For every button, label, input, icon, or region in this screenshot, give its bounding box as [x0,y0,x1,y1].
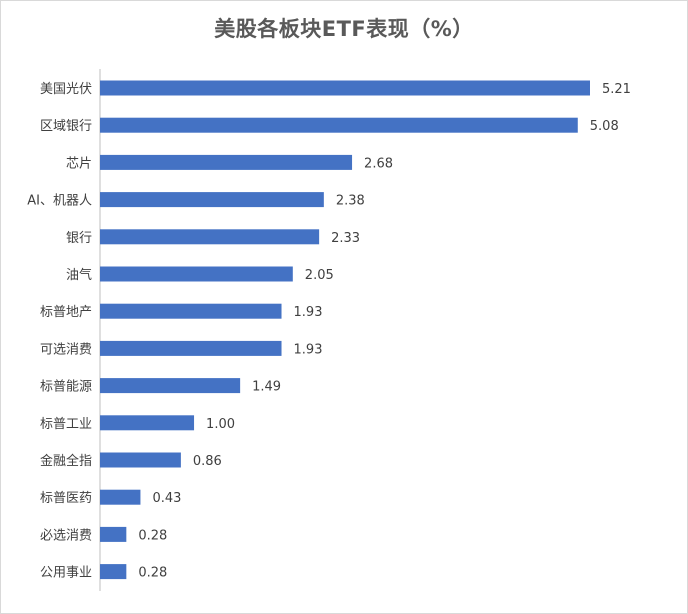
bar [100,452,181,468]
bar [100,80,590,96]
category-label: 金融全指 [40,453,92,469]
category-label: 标普医药 [40,491,92,506]
value-labels-group: 5.21 5.08 2.68 2.38 2.33 2.05 1.93 1.93 1.49 1.00… [138,82,631,581]
value-label: 1.93 [294,305,323,320]
bar [100,229,320,245]
value-label: 5.21 [602,82,631,97]
bar [100,340,282,356]
bar [100,564,127,580]
category-label: 区域银行 [40,119,92,134]
bar [100,489,141,505]
category-label: AI、机器人 [27,194,92,209]
value-label: 1.00 [206,417,235,432]
value-label: 5.08 [590,119,619,134]
bar [100,266,293,282]
value-label: 1.93 [294,342,323,357]
bar [100,415,195,431]
value-label: 2.33 [331,231,360,246]
value-label: 2.68 [364,156,393,171]
bar [100,378,241,394]
value-label: 0.43 [152,491,181,506]
value-label: 2.05 [305,268,334,283]
bar [100,192,324,208]
bars-group [100,80,590,580]
category-label: 银行 [66,231,92,246]
category-label: 必选消费 [40,528,92,543]
category-label: 公用事业 [40,566,92,581]
category-label: 标普能源 [40,380,92,395]
category-label: 芯片 [66,156,92,171]
value-label: 1.49 [252,380,281,395]
bar [100,117,578,133]
chart-title: 美股各板块ETF表现（%） [214,17,474,41]
value-label: 2.38 [336,194,365,209]
value-label: 0.28 [138,566,167,581]
category-label: 标普地产 [40,305,92,320]
category-label: 油气 [66,267,92,283]
value-label: 0.86 [193,454,222,469]
bar [100,526,127,542]
category-label: 可选消费 [40,342,92,357]
category-label: 美国光伏 [40,82,92,97]
category-label: 标普工业 [40,417,92,432]
bar [100,303,282,319]
value-label: 0.28 [138,528,167,543]
bar [100,154,353,170]
